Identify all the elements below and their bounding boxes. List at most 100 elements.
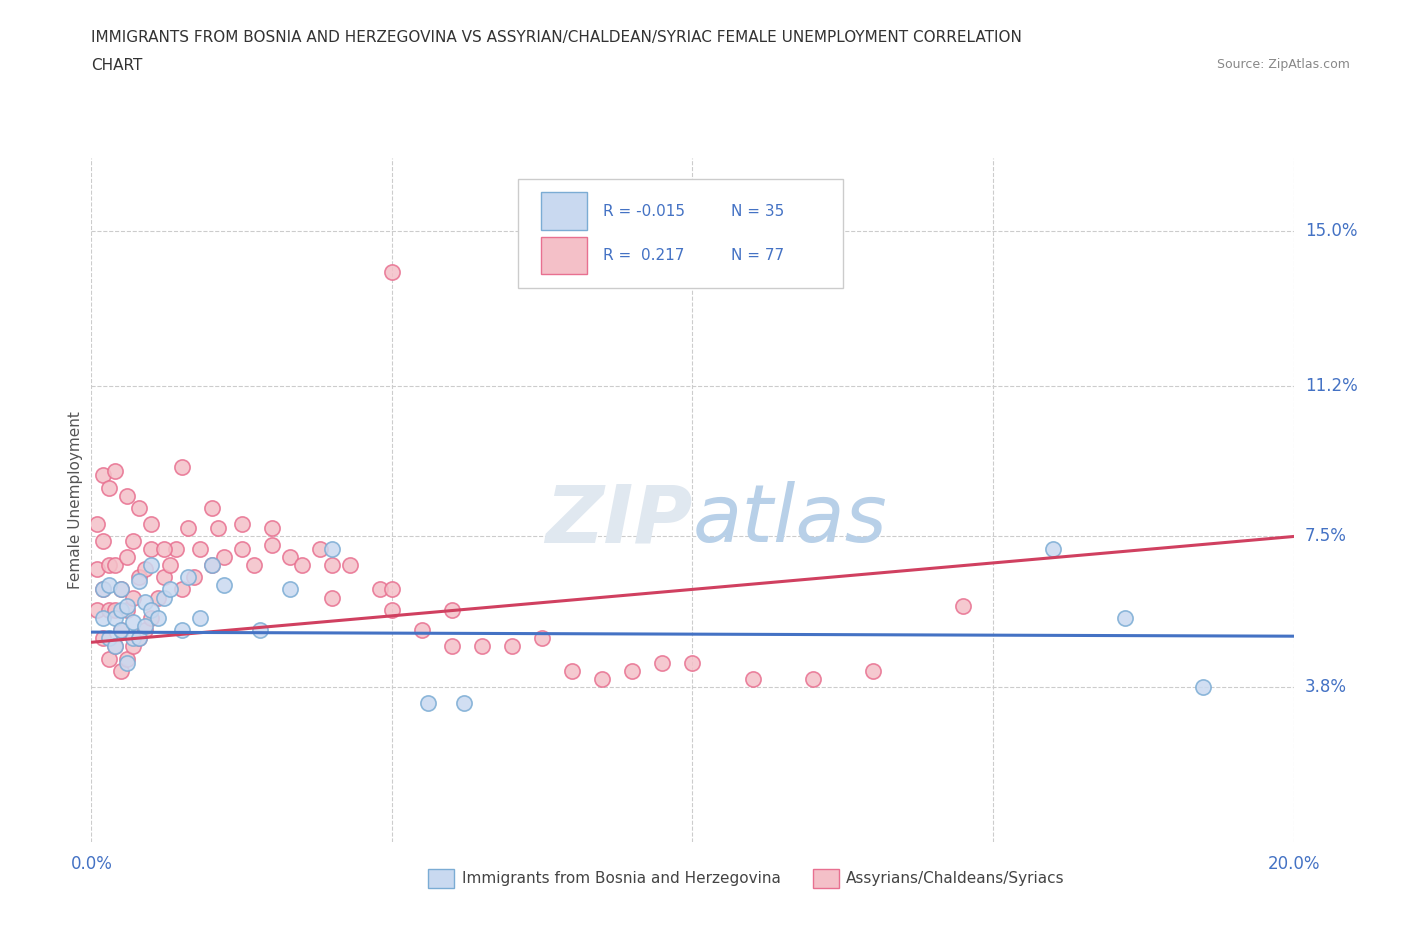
Point [134, 623, 156, 638]
Point [104, 610, 127, 625]
Point [1114, 610, 1136, 625]
Point [128, 574, 150, 589]
Point [176, 521, 198, 536]
Point [651, 656, 673, 671]
Point [291, 558, 314, 573]
Point [93, 468, 115, 483]
Point [440, 639, 463, 654]
Point [104, 639, 127, 654]
Point [110, 582, 132, 597]
Y-axis label: Female Unemployment: Female Unemployment [67, 411, 83, 589]
Point [188, 541, 211, 556]
Point [231, 517, 253, 532]
Point [122, 533, 145, 548]
Point [278, 550, 301, 565]
Point [212, 550, 235, 565]
Point [621, 663, 644, 678]
Text: Source: ZipAtlas.com: Source: ZipAtlas.com [1216, 58, 1350, 71]
Bar [813, 869, 839, 888]
Point [117, 598, 139, 613]
Point [170, 582, 193, 597]
Point [110, 663, 132, 678]
Point [110, 603, 132, 618]
Point [231, 541, 253, 556]
Point [122, 639, 145, 654]
Point [152, 570, 174, 585]
Point [381, 582, 404, 597]
Text: 3.8%: 3.8% [1305, 678, 1347, 696]
Point [471, 639, 494, 654]
Point [117, 656, 139, 671]
Point [591, 671, 613, 686]
Point [141, 558, 163, 573]
Point [321, 591, 343, 605]
Point [122, 615, 145, 630]
Point [165, 541, 187, 556]
Text: 11.2%: 11.2% [1305, 377, 1357, 395]
Text: N = 35: N = 35 [731, 204, 785, 219]
Point [128, 500, 150, 515]
Point [117, 651, 139, 666]
Point [440, 603, 463, 618]
Point [128, 631, 150, 645]
Point [741, 671, 763, 686]
Point [952, 598, 974, 613]
Point [104, 639, 127, 654]
Point [141, 610, 163, 625]
Bar [541, 193, 586, 230]
Point [146, 591, 169, 605]
Point [681, 656, 703, 671]
Point [531, 631, 554, 645]
Point [159, 558, 181, 573]
Point [212, 578, 235, 592]
Point [170, 460, 193, 475]
Point [146, 610, 169, 625]
Text: CHART: CHART [91, 58, 143, 73]
Point [339, 558, 361, 573]
Point [86, 562, 108, 577]
Point [86, 603, 108, 618]
Point [1042, 541, 1064, 556]
Point [278, 582, 301, 597]
Point [93, 610, 115, 625]
Point [260, 538, 283, 552]
Point [801, 671, 824, 686]
Point [134, 618, 156, 633]
Point [561, 663, 583, 678]
Text: ZIP: ZIP [546, 482, 692, 559]
Point [381, 603, 404, 618]
Point [98, 603, 121, 618]
Point [98, 651, 121, 666]
Point [110, 623, 132, 638]
Point [104, 603, 127, 618]
Point [110, 623, 132, 638]
Point [117, 603, 139, 618]
Point [453, 696, 475, 711]
Point [98, 631, 121, 645]
Point [368, 582, 391, 597]
Point [201, 500, 224, 515]
Point [104, 464, 127, 479]
Point [249, 623, 271, 638]
Point [152, 591, 174, 605]
Point [501, 639, 523, 654]
Text: R = -0.015: R = -0.015 [603, 204, 686, 219]
Point [134, 562, 156, 577]
Point [1192, 680, 1215, 695]
Point [98, 578, 121, 592]
Point [152, 541, 174, 556]
FancyBboxPatch shape [519, 179, 842, 288]
Point [93, 582, 115, 597]
Bar [427, 869, 454, 888]
Point [416, 696, 439, 711]
Point [201, 558, 224, 573]
Text: 15.0%: 15.0% [1305, 222, 1357, 240]
Text: Assyrians/Chaldeans/Syriacs: Assyrians/Chaldeans/Syriacs [846, 871, 1064, 886]
Point [308, 541, 330, 556]
Point [117, 550, 139, 565]
Point [110, 582, 132, 597]
Point [183, 570, 205, 585]
Point [201, 558, 224, 573]
Point [862, 663, 884, 678]
Bar [541, 237, 586, 274]
